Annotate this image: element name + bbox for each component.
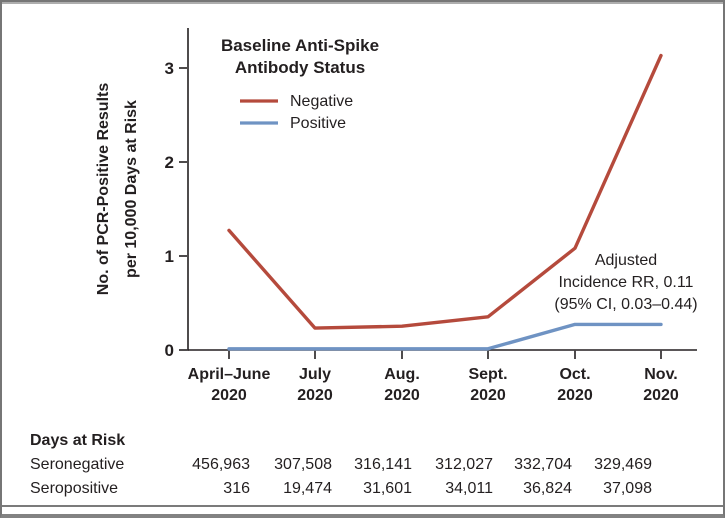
x-tick-year: 2020	[470, 387, 506, 404]
x-tick-year: 2020	[384, 387, 420, 404]
row-label: Seropositive	[30, 480, 119, 497]
table-cell: 316,141	[354, 456, 412, 473]
series-negative-line	[227, 53, 663, 330]
legend-negative-label: Negative	[290, 93, 353, 110]
days-at-risk-table: Days at Risk Seronegative 456,963 307,50…	[30, 428, 652, 501]
y-tick-label: 3	[165, 59, 174, 78]
x-tick-label: July	[299, 366, 331, 383]
x-tick-label: April–June	[188, 366, 271, 383]
annotation-line2: Incidence RR, 0.11	[559, 274, 694, 291]
x-tick-year: 2020	[297, 387, 333, 404]
y-tick-label: 1	[165, 247, 174, 266]
x-tick-label: Sept.	[468, 366, 507, 383]
legend-title-line1: Baseline Anti-Spike	[221, 36, 379, 55]
series-positive-line	[227, 322, 663, 351]
table-cell: 19,474	[283, 480, 332, 497]
x-tick-year: 2020	[557, 387, 593, 404]
table-header: Days at Risk	[30, 432, 126, 449]
x-tick-year: 2020	[643, 387, 679, 404]
table-row-seropositive: Seropositive 316 19,474 31,601 34,011 36…	[30, 477, 652, 501]
y-tick-label: 0	[165, 341, 174, 360]
legend-positive-label: Positive	[290, 115, 346, 132]
y-axis-title-line2: per 10,000 Days at Risk	[123, 100, 140, 278]
table-cell: 36,824	[523, 480, 572, 497]
table-cell: 312,027	[435, 456, 493, 473]
table-cell: 316	[223, 480, 250, 497]
annotation-line3: (95% CI, 0.03–0.44)	[554, 296, 697, 313]
x-tick-label: Oct.	[559, 366, 590, 383]
x-tick-year: 2020	[211, 387, 247, 404]
table-cell: 332,704	[514, 456, 572, 473]
table-cell: 37,098	[603, 480, 652, 497]
row-label: Seronegative	[30, 456, 125, 473]
table-row-seronegative: Seronegative 456,963 307,508 316,141 312…	[30, 453, 652, 477]
y-tick-label: 2	[165, 153, 174, 172]
table-cell: 329,469	[594, 456, 652, 473]
x-tick-label: Aug.	[384, 366, 420, 383]
legend-title-line2: Antibody Status	[235, 58, 365, 77]
bottom-rule	[2, 505, 723, 507]
table-cell: 456,963	[192, 456, 250, 473]
top-rule	[2, 2, 723, 4]
x-tick-label: Nov.	[644, 366, 677, 383]
table-cell: 31,601	[363, 480, 412, 497]
table-cell: 307,508	[274, 456, 332, 473]
y-axis-title-line1: No. of PCR-Positive Results	[95, 83, 112, 296]
annotation-line1: Adjusted	[595, 252, 657, 269]
table-cell: 34,011	[445, 480, 493, 497]
